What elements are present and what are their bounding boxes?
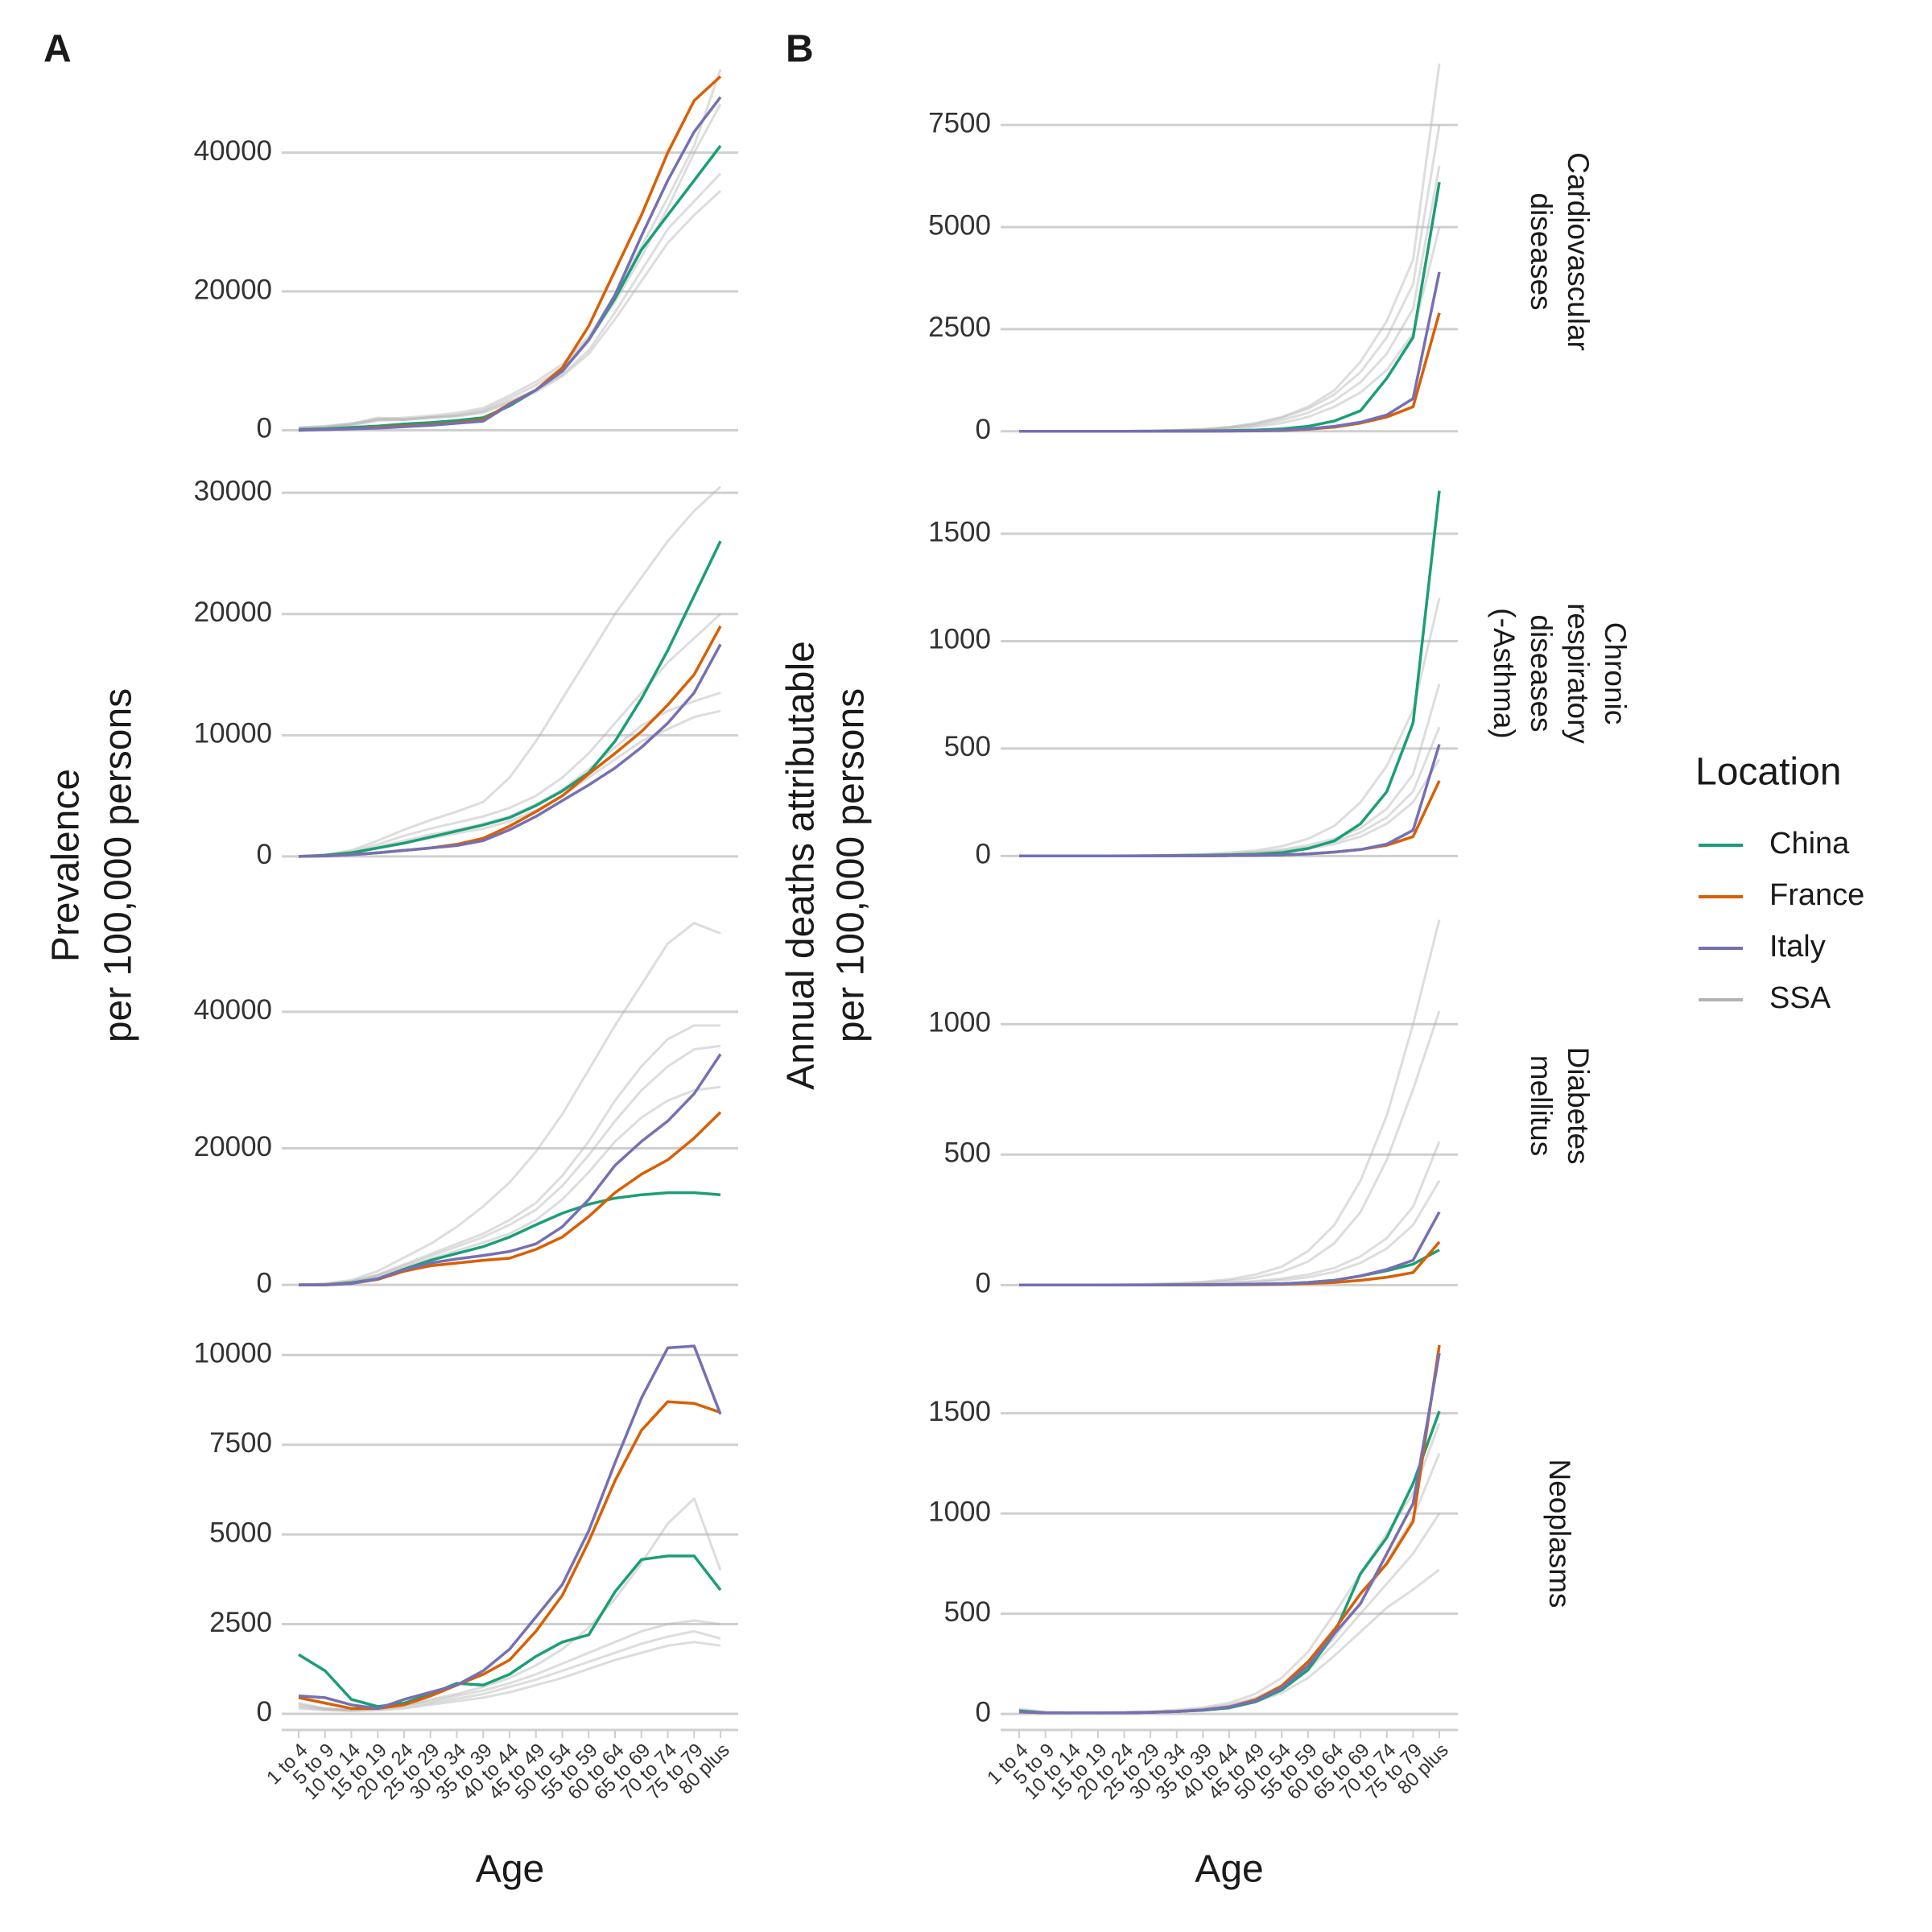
- y-tick-label: 20000: [194, 1131, 272, 1162]
- y-axis-title: Annual deaths attributable: [780, 641, 823, 1090]
- series-line: [298, 96, 722, 432]
- y-tick-label: 0: [257, 1267, 272, 1298]
- y-tick-label: 5000: [928, 209, 991, 241]
- series-line: [1019, 744, 1441, 858]
- series-line: [1019, 271, 1441, 433]
- y-axis-title: per 100,000 persons: [97, 688, 140, 1042]
- y-tick-label: 0: [257, 839, 272, 870]
- legend-label: Italy: [1769, 930, 1826, 964]
- legend-label: China: [1769, 827, 1850, 861]
- facet-label: diseases: [1525, 192, 1558, 310]
- series-line: [298, 643, 722, 858]
- y-tick-label: 40000: [194, 135, 272, 167]
- y-tick-label: 0: [257, 1696, 272, 1728]
- x-axis-title: Age: [1195, 1848, 1263, 1891]
- series-line: [298, 1344, 722, 1711]
- y-tick-label: 0: [976, 1696, 991, 1728]
- y-tick-label: 40000: [194, 994, 272, 1026]
- y-tick-label: 20000: [194, 274, 272, 305]
- ssa-line: [298, 172, 722, 431]
- y-tick-label: 1000: [928, 1006, 991, 1038]
- series-line: [298, 540, 722, 858]
- y-tick-label: 20000: [194, 597, 272, 628]
- legend-label: SSA: [1769, 981, 1831, 1015]
- y-tick-label: 5000: [209, 1517, 272, 1548]
- series-line: [1019, 1211, 1441, 1287]
- ssa-line: [298, 1044, 721, 1286]
- facet-label: diseases: [1525, 614, 1558, 732]
- y-tick-label: 2500: [209, 1607, 272, 1638]
- series-line: [298, 1554, 722, 1708]
- series-line: [1018, 1352, 1441, 1715]
- y-tick-label: 0: [257, 413, 272, 444]
- y-axis-title: Prevalence: [45, 769, 88, 962]
- y-tick-label: 7500: [209, 1427, 272, 1459]
- panel-label: B: [786, 28, 814, 71]
- y-tick-label: 1500: [928, 1396, 991, 1427]
- y-tick-label: 30000: [194, 475, 272, 506]
- facet-label: Neoplasms: [1543, 1459, 1576, 1608]
- ssa-line: [298, 103, 722, 430]
- y-axis-title: per 100,000 persons: [830, 688, 873, 1042]
- y-tick-label: 10000: [194, 1338, 272, 1369]
- y-tick-label: 7500: [928, 107, 991, 138]
- y-tick-label: 500: [944, 1596, 991, 1628]
- y-tick-label: 0: [976, 1268, 991, 1299]
- ssa-line: [298, 1085, 721, 1286]
- facet-label: respiratory: [1562, 603, 1595, 744]
- facet-label: Chronic: [1599, 622, 1632, 725]
- y-tick-label: 500: [944, 731, 991, 762]
- legend-label: France: [1769, 878, 1864, 912]
- facet-label: (-Asthma): [1488, 608, 1521, 738]
- y-tick-label: 10000: [194, 718, 272, 749]
- ssa-line: [298, 922, 721, 1286]
- y-tick-label: 500: [944, 1137, 991, 1169]
- y-tick-label: 0: [976, 414, 991, 445]
- y-tick-label: 1000: [928, 624, 991, 655]
- y-tick-label: 1000: [928, 1496, 991, 1527]
- facet-label: Cardiovascular: [1562, 152, 1595, 351]
- ssa-line: [298, 1641, 721, 1712]
- ssa-line: [298, 485, 722, 858]
- panel-label: A: [43, 28, 72, 71]
- facet-label: Diabetes: [1562, 1046, 1595, 1164]
- y-tick-label: 1500: [928, 516, 991, 547]
- legend-title: Location: [1695, 751, 1841, 794]
- y-tick-label: 0: [976, 839, 991, 870]
- y-tick-label: 2500: [928, 312, 991, 343]
- x-axis-title: Age: [476, 1848, 544, 1891]
- ssa-line: [298, 1024, 720, 1286]
- ssa-line: [298, 68, 722, 429]
- series-line: [299, 1053, 722, 1286]
- facet-label: mellitus: [1525, 1055, 1558, 1156]
